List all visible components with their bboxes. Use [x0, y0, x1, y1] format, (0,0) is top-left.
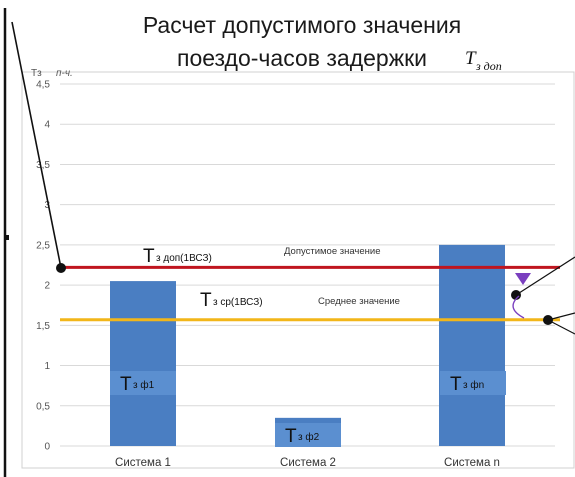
average-line-label-main: Т: [200, 290, 212, 311]
x-category-label: Система n: [444, 457, 500, 469]
average-line-note: Среднее значение: [318, 296, 400, 307]
y-tick-label: 3,5: [36, 160, 50, 171]
bar: [439, 244, 505, 446]
pointer-line-right-1: [515, 256, 575, 296]
pointer-dot-right-1: [511, 290, 521, 300]
difference-arrow-arc: [512, 295, 525, 319]
bar-label-bg-1: [110, 371, 176, 395]
y-tick-label: 0,5: [36, 401, 50, 412]
pointer-dot-left: [56, 263, 66, 273]
annotation-pointers: [11, 21, 575, 335]
bar-label-bg-2: [275, 423, 341, 447]
y-tick-label: 4,5: [36, 80, 50, 91]
bar-label-1-sub: з ф1: [133, 379, 155, 391]
allowed-line-label-main: Т: [143, 246, 155, 267]
allowed-line-label: Т з доп(1ВСЗ) Допустимое значение: [143, 246, 381, 267]
bar-label-2-main: Т: [285, 426, 297, 447]
x-category-label: Система 2: [280, 457, 336, 469]
x-category-label: Система 1: [115, 457, 171, 469]
chart-title-line1: Расчет допустимого значения: [143, 12, 461, 38]
bar-label-1-main: Т: [120, 374, 132, 395]
chart-title-symbol: T: [465, 48, 477, 69]
bar-label-bg-3: [440, 371, 506, 395]
y-tick-label: 4: [44, 120, 50, 131]
y-tick-label: 1: [44, 361, 50, 372]
chart-title-symbol-sub: з доп: [475, 59, 502, 73]
plot-frame: [21, 71, 575, 469]
bar-labels: Т з ф1 Т з ф2 Т з фn: [110, 371, 506, 447]
average-line-label: Т з ср(1ВСЗ) Среднее значение: [200, 290, 400, 311]
allowed-line-label-sub: з доп(1ВСЗ): [156, 253, 212, 264]
y-tick-label: 0: [44, 442, 50, 453]
y-tick-label: 1,5: [36, 321, 50, 332]
bar: [110, 281, 176, 446]
bar-label-3-main: Т: [450, 374, 462, 395]
difference-arrow-head: [515, 273, 531, 285]
average-line-label-sub: з ср(1ВСЗ): [213, 297, 263, 308]
pointer-line-left: [11, 21, 62, 269]
edge-mark: [5, 235, 9, 240]
reference-lines: [60, 265, 560, 322]
y-tick-label: 2: [44, 281, 50, 292]
y-tick-label: 2,5: [36, 240, 50, 251]
y-tick-label: 3: [44, 200, 50, 211]
x-categories: Система 1 Система 2 Система n: [115, 457, 500, 469]
pointer-dot-right-2: [543, 315, 553, 325]
allowed-line-note: Допустимое значение: [284, 246, 381, 257]
y-axis-label: Тз: [31, 68, 42, 79]
y-axis-unit: п-ч.: [56, 68, 73, 79]
y-ticks: 0 0,5 1 1,5 2 2,5 3 3,5 4 4,5: [36, 80, 50, 453]
chart-title-line2: поездо-часов задержки: [177, 45, 427, 71]
bar-label-2-sub: з ф2: [298, 431, 320, 443]
bar-label-3-sub: з фn: [463, 379, 484, 391]
bars: [110, 244, 505, 446]
pointer-line-right-2b: [547, 319, 575, 335]
